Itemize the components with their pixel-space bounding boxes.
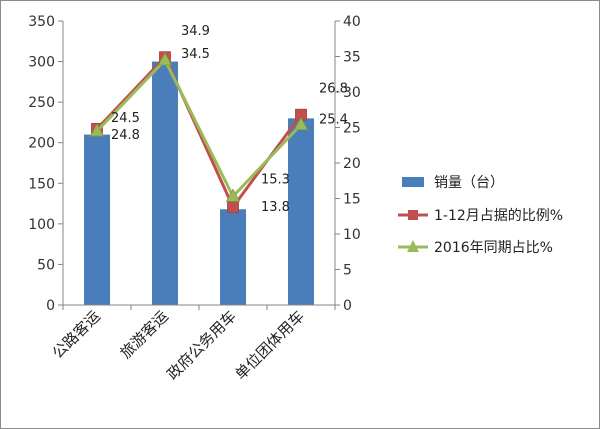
triangle-marker (89, 123, 105, 137)
square-marker (227, 201, 239, 213)
right-tick-label: 40 (343, 14, 361, 30)
bar (288, 118, 314, 305)
right-tick-label: 20 (343, 156, 361, 172)
triangle-marker (225, 188, 241, 202)
legend-label: 2016年同期占比% (434, 240, 553, 256)
category-label: 公路客运 (49, 307, 104, 362)
right-tick-label: 25 (343, 121, 361, 137)
legend-swatch-bar (402, 177, 424, 187)
right-tick-label: 10 (343, 227, 361, 243)
left-tick-label: 0 (46, 298, 55, 314)
triangle-marker (157, 52, 173, 66)
category-label: 旅游客运 (117, 307, 172, 362)
data-label: 25.4 (319, 113, 348, 128)
right-tick-label: 35 (343, 50, 361, 66)
left-tick-label: 350 (28, 14, 55, 30)
data-label: 24.8 (111, 128, 140, 143)
triangle-marker (293, 116, 309, 131)
left-tick-label: 250 (28, 95, 55, 111)
series-line (95, 58, 303, 198)
right-tick-label: 30 (343, 85, 361, 101)
legend-label: 1-12月占据的比例% (434, 208, 563, 224)
category-label: 单位团体用车 (231, 307, 307, 383)
right-tick-label: 15 (343, 192, 361, 208)
legend-triangle-marker (407, 240, 419, 252)
left-tick-label: 150 (28, 176, 55, 192)
bar (152, 61, 178, 306)
legend-square-marker (408, 210, 418, 220)
data-label: 13.8 (261, 200, 290, 215)
bar (84, 134, 110, 305)
left-tick-label: 200 (28, 136, 55, 152)
left-tick-label: 50 (37, 257, 55, 273)
bar (220, 209, 246, 305)
left-tick-label: 100 (28, 217, 55, 233)
data-label: 26.8 (319, 82, 348, 97)
left-tick-label: 300 (28, 55, 55, 71)
category-label: 政府公务用车 (163, 307, 239, 383)
right-tick-label: 5 (343, 263, 352, 279)
data-label: 34.5 (181, 47, 210, 62)
right-tick-label: 0 (343, 298, 352, 314)
data-label: 34.9 (181, 24, 210, 39)
data-label: 24.5 (111, 111, 140, 126)
legend-label: 销量（台） (434, 175, 504, 191)
data-label: 15.3 (261, 172, 290, 187)
